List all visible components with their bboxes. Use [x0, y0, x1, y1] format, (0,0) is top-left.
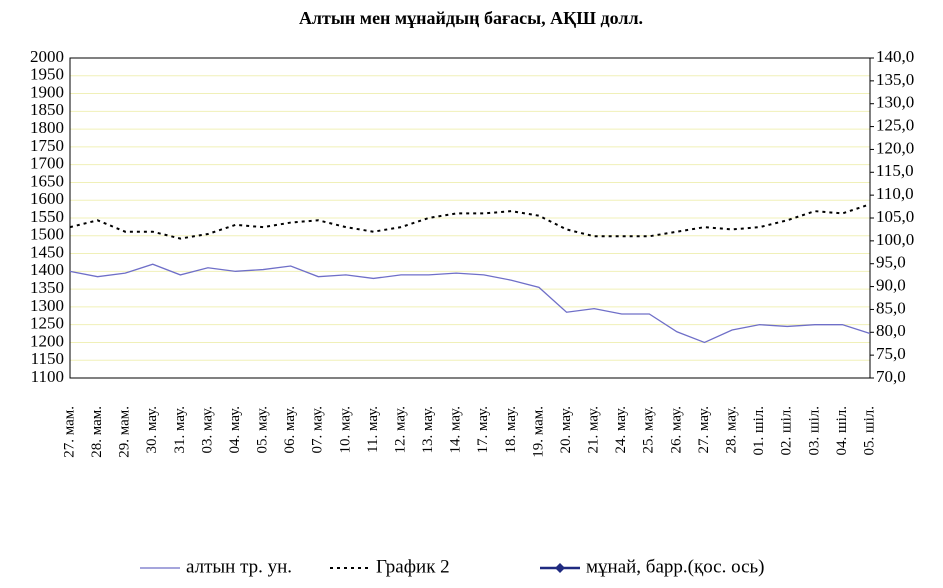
y-tick-label: 1200	[30, 331, 64, 350]
y2-tick-label: 140,0	[876, 47, 914, 66]
y-tick-label: 1300	[30, 296, 64, 315]
y2-tick-label: 95,0	[876, 253, 906, 272]
x-tick-label: 24. мау.	[613, 406, 629, 454]
x-tick-label: 06. мау.	[282, 406, 298, 454]
x-tick-label: 03. мау.	[199, 406, 215, 454]
x-tick-label: 05. мау.	[255, 406, 271, 454]
x-tick-label: 29. мам.	[117, 406, 133, 458]
y-tick-label: 1400	[30, 260, 64, 279]
y-tick-label: 1950	[30, 65, 64, 84]
y-tick-label: 1350	[30, 278, 64, 297]
y2-tick-label: 100,0	[876, 230, 914, 249]
y-tick-label: 1500	[30, 225, 64, 244]
y2-tick-label: 90,0	[876, 275, 906, 294]
y-tick-label: 1550	[30, 207, 64, 226]
x-tick-label: 12. мау.	[392, 406, 408, 454]
legend-label: График 2	[376, 556, 450, 577]
y-tick-label: 1100	[31, 367, 64, 386]
x-tick-label: 02. шіл.	[779, 406, 795, 455]
y-tick-label: 2000	[30, 47, 64, 66]
x-tick-label: 03. шіл.	[806, 406, 822, 455]
x-tick-label: 27. мам.	[61, 406, 77, 458]
y2-tick-label: 110,0	[876, 184, 914, 203]
y2-tick-label: 75,0	[876, 344, 906, 363]
y-tick-label: 1450	[30, 242, 64, 261]
y2-tick-label: 125,0	[876, 115, 914, 134]
x-tick-label: 28. мам.	[89, 406, 105, 458]
y-tick-label: 1650	[30, 171, 64, 190]
x-tick-label: 04. мау.	[227, 406, 243, 454]
legend-marker	[555, 563, 565, 573]
y-tick-label: 1800	[30, 118, 64, 137]
x-tick-label: 05. шіл.	[861, 406, 877, 455]
y-tick-label: 1600	[30, 189, 64, 208]
x-tick-label: 25. мау.	[641, 406, 657, 454]
series-line	[69, 203, 871, 240]
plot-frame	[69, 57, 871, 379]
y2-tick-label: 80,0	[876, 321, 906, 340]
x-tick-label: 28. мау.	[724, 406, 740, 454]
x-tick-label: 17. мау.	[475, 406, 491, 454]
x-tick-label: 30. мау.	[144, 406, 160, 454]
y-tick-label: 1700	[30, 154, 64, 173]
x-tick-label: 18. мау.	[503, 406, 519, 454]
x-tick-label: 10. мау.	[337, 406, 353, 454]
x-tick-label: 20. мау.	[558, 406, 574, 454]
y-tick-label: 1750	[30, 136, 64, 155]
x-tick-label: 11. мау.	[365, 406, 381, 453]
y2-tick-label: 135,0	[876, 70, 914, 89]
x-tick-label: 27. мау.	[696, 406, 712, 454]
x-tick-label: 04. шіл.	[834, 406, 850, 455]
x-tick-label: 21. мау.	[586, 406, 602, 454]
series-line	[69, 263, 871, 344]
y2-tick-label: 70,0	[876, 367, 906, 386]
x-tick-label: 14. мау.	[448, 406, 464, 454]
legend-label: алтын тр. ун.	[186, 556, 292, 577]
chart-title: Алтын мен мұнайдың бағасы, АҚШ долл.	[299, 8, 643, 28]
y2-tick-label: 85,0	[876, 298, 906, 317]
x-tick-label: 26. мау.	[668, 406, 684, 454]
legend-label: мұнай, барр.(қос. ось)	[586, 556, 765, 577]
y2-tick-label: 105,0	[876, 207, 914, 226]
y-tick-label: 1250	[30, 314, 64, 333]
y-tick-label: 1850	[30, 100, 64, 119]
y-tick-label: 1900	[30, 82, 64, 101]
y2-tick-label: 115,0	[876, 161, 914, 180]
x-tick-label: 13. мау.	[420, 406, 436, 454]
x-tick-label: 19. мам.	[530, 406, 546, 458]
y-tick-label: 1150	[31, 349, 64, 368]
x-tick-label: 07. мау.	[310, 406, 326, 454]
x-tick-label: 01. шіл.	[751, 406, 767, 455]
y2-tick-label: 130,0	[876, 93, 914, 112]
y2-tick-label: 120,0	[876, 138, 914, 157]
x-tick-label: 31. мау.	[172, 406, 188, 454]
